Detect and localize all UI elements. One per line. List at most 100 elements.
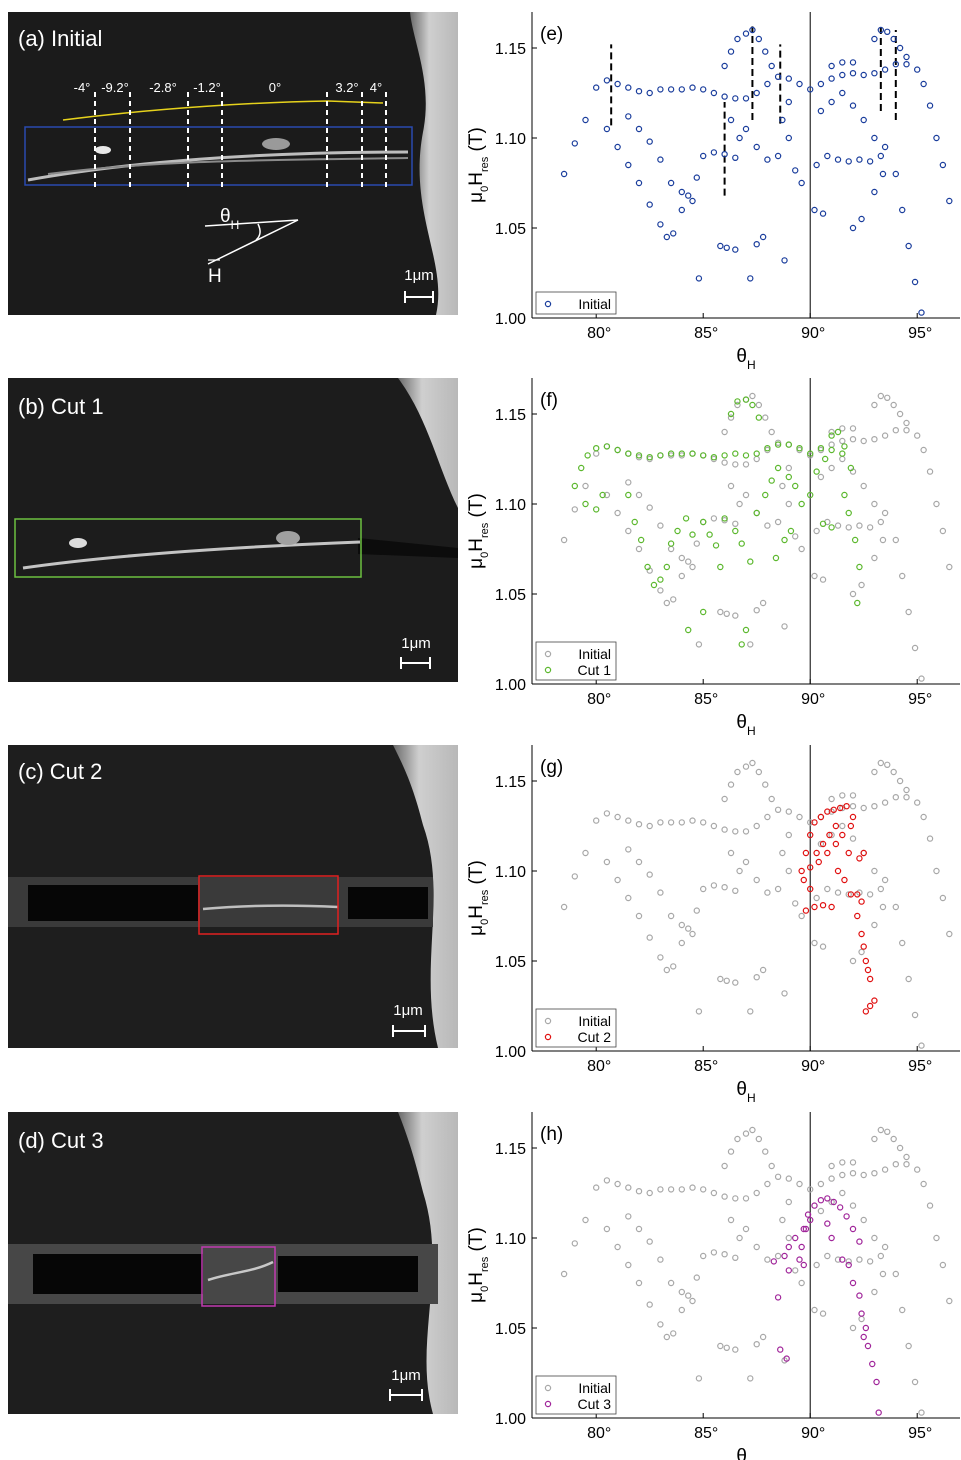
data-point	[860, 482, 867, 490]
data-point	[785, 831, 793, 839]
data-point	[811, 1202, 818, 1209]
data-point	[800, 876, 807, 884]
data-point	[798, 1279, 805, 1287]
data-point	[646, 822, 653, 830]
data-point	[854, 912, 861, 920]
data-point	[732, 887, 739, 895]
data-point	[762, 491, 769, 499]
data-point	[849, 590, 857, 598]
data-point	[667, 912, 675, 920]
data-point	[663, 1333, 671, 1341]
data-point	[770, 1258, 778, 1265]
grid-edge	[410, 12, 458, 315]
data-point	[753, 607, 760, 614]
data-point	[871, 500, 878, 508]
x-tick-label: 80°	[587, 1058, 611, 1075]
data-point	[892, 427, 900, 434]
data-point	[678, 554, 686, 562]
x-tick-label: 95°	[908, 1058, 932, 1075]
data-point	[742, 858, 750, 866]
data-point	[631, 518, 638, 526]
legend-label: Initial	[578, 646, 611, 662]
data-point	[732, 1254, 739, 1262]
data-point	[792, 1267, 799, 1274]
data-point	[593, 506, 600, 513]
data-point	[785, 1175, 793, 1182]
data-point	[856, 1292, 863, 1299]
data-point	[871, 1135, 878, 1143]
data-point	[721, 884, 728, 891]
data-point	[625, 1213, 632, 1220]
data-point	[678, 188, 686, 196]
legend-label: Cut 2	[578, 1029, 612, 1045]
label-subscript: res	[479, 156, 491, 172]
legend-box	[535, 1375, 617, 1415]
data-point	[732, 979, 739, 986]
data-point	[847, 891, 855, 898]
data-point	[732, 1195, 739, 1202]
data-point	[721, 428, 728, 436]
data-point	[785, 441, 793, 448]
data-point	[667, 450, 675, 457]
data-point	[764, 1256, 771, 1263]
trench	[348, 887, 428, 919]
data-point	[890, 768, 897, 776]
x-tick-label: 80°	[587, 325, 611, 342]
data-point	[721, 452, 728, 459]
data-point	[657, 221, 664, 228]
data-point	[625, 894, 632, 902]
data-point	[614, 143, 621, 151]
data-point	[685, 558, 692, 565]
data-point	[879, 170, 887, 178]
data-point	[939, 527, 947, 535]
angle-diagram	[204, 219, 299, 265]
data-point	[700, 152, 707, 160]
data-point	[860, 437, 867, 445]
scale-bar	[389, 1389, 423, 1401]
data-point	[603, 1177, 611, 1184]
data-point	[657, 889, 664, 896]
data-point	[813, 527, 820, 535]
data-point	[689, 84, 696, 91]
y-tick-label: 1.10	[495, 1231, 526, 1248]
data-point	[933, 134, 940, 142]
data-point	[723, 977, 730, 985]
legend-label: Cut 3	[578, 1396, 612, 1412]
nanowire	[22, 540, 361, 570]
data-point	[877, 885, 885, 893]
data-point	[678, 86, 686, 93]
data-point	[856, 563, 863, 571]
data-point	[717, 608, 724, 616]
y-axis-label: μ0Hres (T)	[466, 127, 491, 203]
data-point	[871, 134, 878, 142]
scale-bar	[404, 291, 434, 303]
data-point	[678, 1306, 686, 1314]
data-point	[839, 831, 846, 839]
sem-image-a: (a) Initial -4° -9.2° -2.8° -1.2° 0° 3.2…	[8, 12, 458, 315]
data-point	[764, 445, 771, 452]
label-subscript: res	[479, 522, 491, 538]
data-point	[811, 819, 818, 826]
data-point	[710, 1189, 718, 1197]
data-point	[727, 1216, 735, 1224]
data-point	[821, 455, 829, 463]
sem-image-c: (c) Cut 2 1μm	[8, 745, 458, 1048]
data-point	[843, 803, 850, 810]
data-point	[657, 452, 664, 459]
scale-bar	[392, 1025, 426, 1037]
data-point	[749, 392, 756, 400]
label-subscript: 0	[479, 186, 491, 192]
data-point	[689, 817, 696, 824]
data-point	[614, 1180, 621, 1188]
label-part: H	[466, 905, 487, 919]
data-point	[798, 500, 805, 508]
data-point	[753, 1340, 760, 1348]
data-point	[689, 1297, 696, 1305]
data-point	[811, 939, 818, 947]
data-point	[762, 781, 769, 788]
data-point	[774, 1173, 782, 1181]
data-point	[854, 891, 861, 898]
data-point	[845, 849, 852, 857]
data-point	[727, 1148, 735, 1155]
